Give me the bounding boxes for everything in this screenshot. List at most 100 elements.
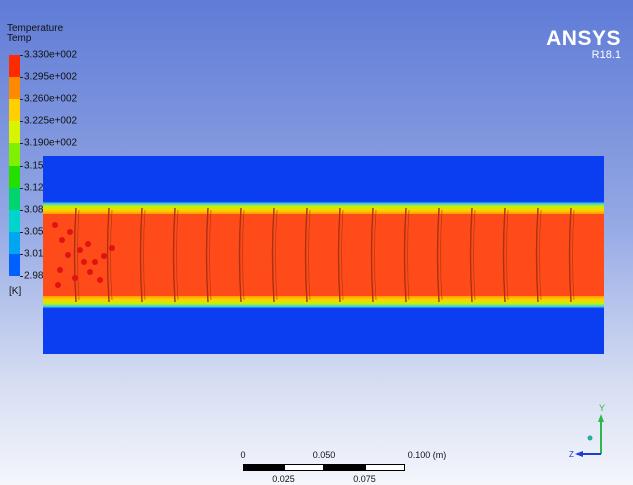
scale-bar-label: 0.050 (312, 450, 336, 460)
hotspot (67, 229, 73, 235)
axis-triad: Y Z (569, 403, 605, 459)
fin-line (436, 207, 440, 303)
fin-line (337, 207, 341, 303)
hotspot (57, 267, 63, 273)
fin-line (143, 209, 146, 301)
hotspot (109, 245, 115, 251)
colorbar-segment (9, 231, 20, 255)
hotspot (87, 269, 93, 275)
scale-bar-label: 0.075 (353, 474, 376, 484)
colorbar-segment (9, 187, 20, 211)
inlet-hotspots (52, 222, 115, 288)
y-axis-label: Y (599, 403, 605, 413)
fin-line (205, 207, 209, 303)
colorbar-segment (9, 253, 20, 277)
legend-colorbar (9, 55, 20, 277)
colorbar-segment (9, 121, 20, 144)
colorbar-segment (9, 209, 20, 233)
scale-bar-segment (364, 464, 405, 471)
hotspot (92, 259, 98, 265)
fin-line (275, 209, 278, 301)
fin-line (238, 207, 242, 303)
hotspot (85, 241, 91, 247)
hotspot (101, 253, 107, 259)
fin-line (572, 209, 575, 301)
colorbar-segment (9, 143, 20, 166)
scale-bar-segment (324, 464, 365, 471)
legend-tick-mark (20, 55, 23, 56)
hotspot (72, 275, 78, 281)
scale-bar-label: 0 (240, 450, 246, 460)
colorbar-segment (9, 55, 20, 78)
fin-line (242, 209, 245, 301)
origin-dot (587, 435, 593, 441)
fin-line (469, 207, 473, 303)
fin-line (506, 209, 509, 301)
legend-level-label: 3.295e+002 (24, 71, 78, 83)
colorbar-segment (9, 165, 20, 189)
hotspot (77, 247, 83, 253)
legend-tick-mark (20, 231, 23, 233)
ansys-logo-name: ANSYS (546, 27, 621, 50)
fin-line (374, 209, 377, 301)
legend-variable-name: Temperature (7, 23, 64, 34)
fin-line (271, 207, 275, 303)
fin-line (106, 207, 110, 303)
fin-line (209, 209, 212, 301)
fin-line (77, 209, 80, 301)
scale-bar-segment (283, 464, 324, 471)
legend-title: Temperature Temp (7, 24, 63, 44)
z-axis-label: Z (569, 450, 574, 459)
fin-line (403, 207, 407, 303)
scale-bar-segment (243, 464, 284, 471)
hotspot (97, 277, 103, 283)
y-axis-arrow (598, 414, 604, 422)
fin-line (176, 209, 179, 301)
z-axis-arrow (575, 451, 583, 457)
legend-level-label: 3.260e+002 (24, 93, 78, 105)
colorbar-segment (9, 99, 20, 122)
fin-line (568, 207, 572, 303)
legend-tick-mark (20, 165, 23, 167)
scale-bar-label: 0.025 (272, 474, 295, 484)
fin-line (341, 209, 344, 301)
fin-line (440, 209, 443, 301)
hotspot (52, 222, 58, 228)
fin-line (407, 209, 410, 301)
fin-line (539, 209, 542, 301)
fin-line (304, 207, 308, 303)
colorbar-segment (9, 77, 20, 100)
legend-tick-mark (20, 253, 23, 255)
fin-line (502, 207, 506, 303)
fin-line (308, 209, 311, 301)
fin-line (370, 207, 374, 303)
hotspot (55, 282, 61, 288)
legend-tick-mark (20, 143, 23, 145)
hotspot (59, 237, 65, 243)
legend-tick-mark (20, 209, 23, 211)
legend-tick-mark (20, 77, 23, 79)
fin-line (535, 207, 539, 303)
legend-level-label: 3.330e+002 (24, 49, 78, 61)
fin-line (73, 207, 77, 303)
ansys-logo-version: R18.1 (591, 49, 621, 61)
legend-tick-mark (20, 187, 23, 189)
legend-variable-subtitle: Temp (7, 33, 32, 44)
fin-line (172, 207, 176, 303)
legend-tick-mark (20, 99, 23, 101)
legend-unit: [K] (9, 286, 22, 297)
fin-group (73, 207, 575, 303)
legend-level-label: 3.225e+002 (24, 115, 78, 127)
ansys-logo: ANSYS R18.1 (546, 28, 621, 62)
legend-tick-mark (20, 121, 23, 123)
fin-line (473, 209, 476, 301)
legend-tick-mark (20, 276, 23, 277)
hot-core (43, 214, 604, 296)
legend-level-label: 3.190e+002 (24, 137, 78, 149)
fin-line (139, 207, 143, 303)
hotspot (81, 259, 87, 265)
scale-bar-label: 0.100 (m) (407, 450, 447, 460)
hotspot (65, 252, 71, 258)
fin-line (110, 209, 113, 301)
